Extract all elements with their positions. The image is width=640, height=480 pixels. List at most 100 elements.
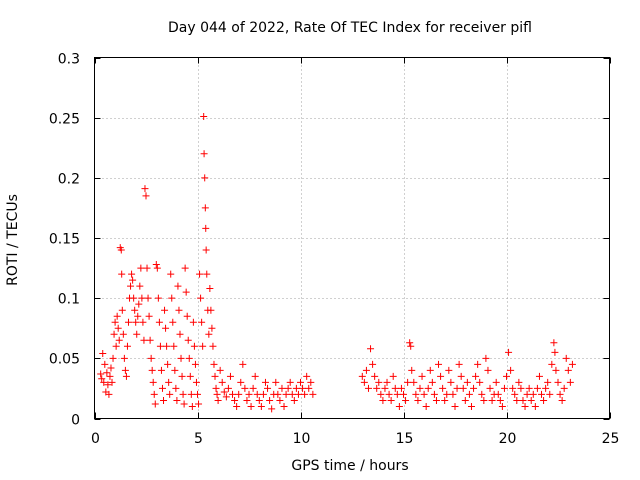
data-point <box>157 366 165 374</box>
data-point <box>202 246 210 254</box>
data-point <box>381 384 389 392</box>
x-tick-label: 5 <box>194 431 203 447</box>
data-point <box>511 390 519 398</box>
data-point <box>154 294 162 302</box>
data-point <box>233 402 241 410</box>
data-point <box>453 384 461 392</box>
data-point <box>97 370 105 378</box>
data-point <box>393 390 401 398</box>
data-point <box>488 396 496 404</box>
axis-ticks <box>94 57 611 420</box>
data-point <box>153 264 161 272</box>
data-point <box>449 390 457 398</box>
y-tick-label: 0 <box>71 413 80 429</box>
data-point <box>476 378 484 386</box>
data-point <box>122 372 130 380</box>
data-point <box>533 384 541 392</box>
data-point <box>247 402 255 410</box>
data-point <box>268 405 276 413</box>
data-point <box>383 378 391 386</box>
data-point <box>134 312 142 320</box>
data-point <box>439 384 447 392</box>
data-point <box>305 384 313 392</box>
data-point <box>251 372 259 380</box>
data-point <box>172 384 180 392</box>
data-point <box>255 396 263 404</box>
data-point <box>155 318 163 326</box>
data-point <box>140 336 148 344</box>
data-point <box>261 378 269 386</box>
data-point <box>119 330 127 338</box>
data-point <box>556 390 564 398</box>
data-point <box>540 396 548 404</box>
data-point <box>224 384 232 392</box>
data-point <box>278 384 286 392</box>
data-point <box>416 384 424 392</box>
data-point <box>143 264 151 272</box>
data-point <box>166 390 174 398</box>
data-point <box>196 270 204 278</box>
data-point <box>455 360 463 368</box>
data-point <box>179 390 187 398</box>
data-point <box>147 354 155 362</box>
data-point <box>168 294 176 302</box>
data-point <box>552 366 560 374</box>
data-point <box>108 378 116 386</box>
y-tick-label: 0.1 <box>58 292 80 308</box>
data-point <box>463 378 471 386</box>
data-point <box>371 372 379 380</box>
data-point <box>362 366 370 374</box>
data-point <box>492 378 500 386</box>
data-point <box>177 354 185 362</box>
x-tick-labels: 0 5 10 15 20 25 <box>91 431 619 447</box>
data-point <box>294 390 302 398</box>
data-point <box>222 393 230 401</box>
x-tick-label: 0 <box>91 431 100 447</box>
data-point <box>288 390 296 398</box>
data-point <box>211 372 219 380</box>
data-point <box>241 384 249 392</box>
data-point <box>173 396 181 404</box>
data-point <box>568 360 576 368</box>
data-point <box>430 390 438 398</box>
data-point <box>523 390 531 398</box>
data-point <box>205 330 213 338</box>
data-point <box>517 384 525 392</box>
data-point <box>562 354 570 362</box>
y-tick-label: 0.05 <box>49 352 80 368</box>
data-point <box>101 360 109 368</box>
data-point <box>139 318 147 326</box>
data-point <box>137 264 145 272</box>
data-point <box>566 378 574 386</box>
data-point <box>264 384 272 392</box>
data-point <box>136 282 144 290</box>
data-point <box>379 396 387 404</box>
data-point <box>496 396 504 404</box>
data-point <box>309 390 317 398</box>
data-point <box>447 378 455 386</box>
data-point <box>373 384 381 392</box>
data-point <box>184 336 192 344</box>
data-point <box>544 378 552 386</box>
data-point <box>272 378 280 386</box>
grid-lines <box>94 57 610 419</box>
data-point <box>206 285 214 293</box>
data-point <box>428 378 436 386</box>
data-point <box>185 354 193 362</box>
data-point <box>190 342 198 350</box>
data-point <box>513 396 521 404</box>
data-point <box>158 384 166 392</box>
data-point <box>128 270 136 278</box>
data-point <box>178 372 186 380</box>
data-point <box>494 390 502 398</box>
data-point <box>194 390 201 398</box>
data-point <box>297 378 304 386</box>
data-point <box>165 378 173 386</box>
data-point <box>509 384 517 392</box>
data-point <box>229 390 237 398</box>
data-point <box>385 390 393 398</box>
data-point <box>387 396 395 404</box>
data-point <box>480 396 488 404</box>
data-point <box>266 396 274 404</box>
data-point <box>187 390 195 398</box>
